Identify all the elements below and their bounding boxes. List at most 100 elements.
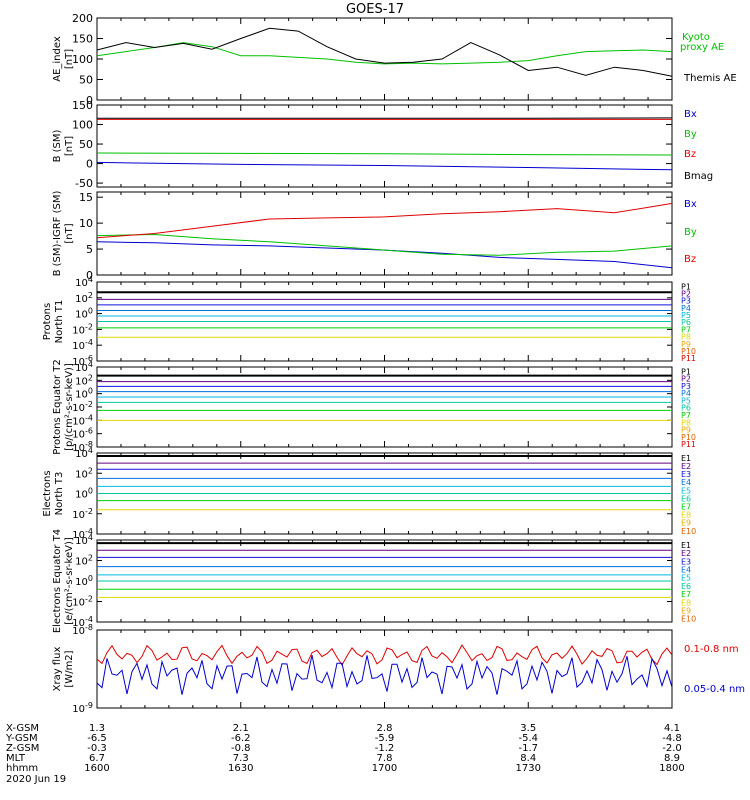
ephemeris-value: 6.7	[89, 753, 105, 764]
legend-by-igrf: By	[684, 227, 697, 238]
channel-label-p11: P11	[681, 440, 696, 449]
channel-label-e7: E7	[681, 590, 691, 599]
y-tick-label: 100	[75, 387, 93, 401]
xray-ylabel: Xray flux	[52, 647, 63, 692]
panel-3-frame	[96, 191, 673, 276]
bsm-ylabel-unit: [nT]	[64, 136, 75, 156]
ephemeris-value: 8.9	[664, 753, 680, 764]
ephemeris-value: 1700	[372, 763, 397, 774]
ephemeris-value: -2.0	[662, 743, 682, 754]
y-tick-label: 50	[79, 74, 93, 87]
y-tick-label: 100	[72, 53, 93, 66]
channel-label-p1: P1	[681, 367, 691, 376]
y-tick-label: 0	[86, 269, 93, 282]
channel-label-p3: P3	[681, 382, 691, 391]
channel-label-e3: E3	[681, 470, 691, 479]
channel-label-e2: E2	[681, 462, 691, 471]
ephemeris-label-mlt: MLT	[6, 753, 26, 764]
y-tick-label: 100	[75, 307, 93, 321]
ephemeris-value: 1730	[516, 763, 541, 774]
ephemeris-value: 3.5	[520, 723, 536, 734]
ephemeris-value: -0.3	[87, 743, 107, 754]
series-xray-long	[96, 644, 673, 666]
ephemeris-value: 7.8	[377, 753, 393, 764]
y-tick-label: 10-4	[72, 338, 93, 352]
y-tick-label: -50	[75, 177, 93, 190]
y-tick-label: 102	[75, 554, 93, 568]
legend-themis: Themis AE	[683, 73, 737, 84]
date-label: 2020 Jun 19	[6, 774, 66, 785]
bigrf-ylabel: B (SM)-IGRF (SM)	[52, 191, 63, 277]
ephemeris-value: -6.5	[87, 733, 107, 744]
channel-label-p10: P10	[681, 433, 696, 442]
channel-label-e4: E4	[681, 566, 691, 575]
y-tick-label: 10-2	[72, 400, 93, 414]
ephemeris-value: -1.2	[375, 743, 395, 754]
channel-label-p7: P7	[681, 325, 691, 334]
legend-kyoto: Kyoto	[682, 32, 710, 43]
y-tick-label: 104	[75, 275, 93, 289]
channel-label-e5: E5	[681, 574, 691, 583]
series-xray-short	[96, 654, 673, 695]
series-by	[96, 152, 673, 156]
y-tick-label: 0	[86, 94, 93, 107]
y-tick-label: 15	[79, 191, 93, 204]
channel-label-p6: P6	[681, 318, 691, 327]
channel-label-e8: E8	[681, 598, 691, 607]
chart-title: GOES-17	[345, 2, 404, 17]
y-tick-label: 50	[79, 138, 93, 151]
channel-label-e8: E8	[681, 511, 691, 520]
channel-label-e9: E9	[681, 519, 691, 528]
y-tick-label: 100	[75, 574, 93, 588]
y-tick-label: 10-2	[72, 322, 93, 336]
ephemeris-label-y-gsm: Y-GSM	[5, 733, 38, 744]
y-tick-label: 10-4	[72, 615, 93, 629]
channel-label-p11: P11	[681, 354, 696, 363]
ephemeris-value: -5.9	[375, 733, 395, 744]
series-bz	[96, 202, 673, 239]
channel-label-p4: P4	[681, 389, 691, 398]
ephemeris-value: -6.2	[231, 733, 251, 744]
ephemeris-value: 7.3	[233, 753, 249, 764]
ephemeris-label-z-gsm: Z-GSM	[6, 743, 39, 754]
y-tick-label: 5	[86, 243, 93, 256]
ae-ylabel-unit: [nT]	[64, 49, 75, 69]
particle-ylabel-3-2: North T1	[54, 300, 65, 344]
channel-label-e6: E6	[681, 582, 691, 591]
channel-label-e7: E7	[681, 502, 691, 511]
particle-ylabel-4-unit: [p/(cm²-s-sr-keV)]	[64, 363, 75, 451]
panel-5-frame	[96, 366, 673, 448]
particle-ylabel-6: Electrons Equator T4	[52, 529, 63, 633]
channel-label-p5: P5	[681, 311, 691, 320]
series-by	[96, 233, 673, 256]
series-bx	[96, 161, 673, 171]
channel-label-p4: P4	[681, 304, 691, 313]
channel-label-p3: P3	[681, 297, 691, 306]
channel-label-p2: P2	[681, 375, 691, 384]
channel-label-p6: P6	[681, 404, 691, 413]
panel-2-frame	[96, 104, 673, 188]
y-tick-label: 104	[75, 533, 93, 547]
ephemeris-value: 1600	[84, 763, 109, 774]
y-tick-label: 0	[86, 158, 93, 171]
panel-1-frame	[96, 17, 673, 101]
channel-label-e1: E1	[681, 541, 691, 550]
y-tick-label: 10-4	[72, 413, 93, 427]
y-tick-label: 10-8	[72, 623, 93, 637]
particle-ylabel-5-2: North T3	[54, 472, 65, 516]
legend-xray-long: 0.1-0.8 nm	[684, 644, 739, 655]
y-tick-label: 10-2	[72, 507, 93, 521]
legend-bmag: Bmag	[684, 171, 713, 182]
legend-by: By	[684, 129, 697, 140]
y-tick-label: 102	[75, 291, 93, 305]
y-tick-label: 10	[79, 217, 93, 230]
y-tick-label: 104	[75, 446, 93, 460]
series-kyoto-proxy-ae	[96, 42, 673, 65]
y-tick-label: 104	[75, 360, 93, 374]
legend-bx-igrf: Bx	[684, 199, 697, 210]
y-tick-label: 10-4	[72, 527, 93, 541]
channel-label-e6: E6	[681, 494, 691, 503]
legend-bz: Bz	[684, 149, 696, 160]
channel-label-p10: P10	[681, 347, 696, 356]
